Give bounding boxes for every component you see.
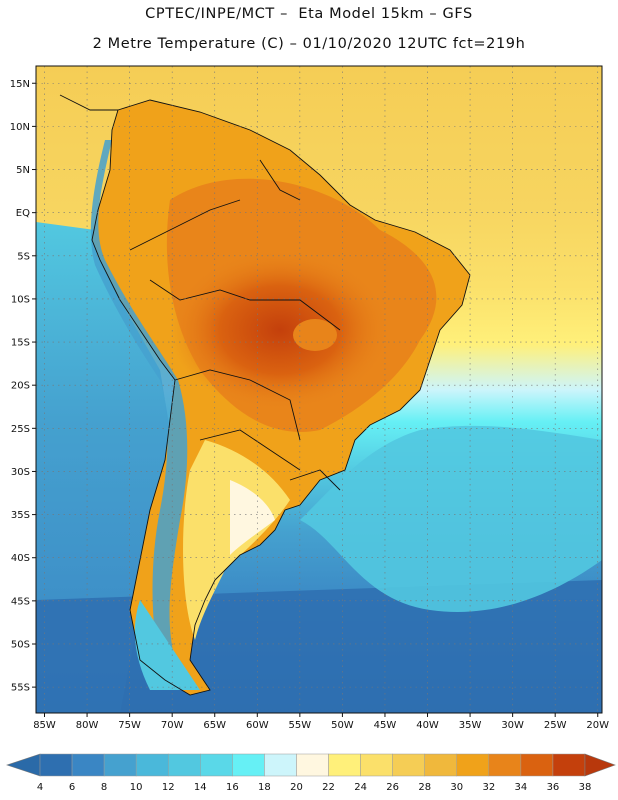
lon-tick-label: 80W <box>76 720 99 731</box>
colorbar-label: 12 <box>162 782 175 793</box>
colorbar-swatch <box>103 753 137 777</box>
colorbar-label: 10 <box>130 782 143 793</box>
colorbar-swatch <box>200 753 233 777</box>
lat-tick-label: 35S <box>11 510 30 521</box>
colorbar-swatch <box>520 753 554 777</box>
lon-tick-label: 35W <box>459 720 482 731</box>
pampas <box>230 480 275 555</box>
lon-tick-label: 20W <box>586 720 609 731</box>
colorbar-label: 38 <box>579 782 592 793</box>
colorbar-swatch <box>71 753 105 777</box>
lon-tick-label: 25W <box>544 720 567 731</box>
lat-tick-label: 30S <box>11 467 30 478</box>
lat-tick-label: 20S <box>11 381 30 392</box>
atlantic-cold-tongue <box>300 425 602 612</box>
colorbar-label: 14 <box>194 782 207 793</box>
lat-tick-label: 10S <box>11 294 30 305</box>
lon-tick-label: 45W <box>374 720 397 731</box>
map-field <box>36 66 602 713</box>
colorbar-label: 30 <box>450 782 463 793</box>
lon-tick-label: 55W <box>289 720 312 731</box>
colorbar-swatch <box>488 753 522 777</box>
lat-tick-label: 50S <box>11 639 30 650</box>
lat-tick-label: 25S <box>11 424 30 435</box>
colorbar-swatch <box>135 753 169 777</box>
colorbar-label: 16 <box>226 782 239 793</box>
colorbar-high-arrow <box>584 753 616 777</box>
lon-tick-label: 60W <box>246 720 269 731</box>
latitude-ticks: 15N 10N 5N EQ 5S 10S 15S 20S 25S 30S 35S 40S 45S 50S 5… <box>10 79 36 694</box>
lat-tick-label: 5N <box>16 165 30 176</box>
colorbar-label: 28 <box>418 782 431 793</box>
colorbar-swatch <box>232 753 265 777</box>
colorbar-label: 32 <box>482 782 495 793</box>
colorbar-label: 34 <box>515 782 528 793</box>
colorbar-label: 4 <box>37 782 43 793</box>
colorbar-swatch <box>424 753 458 777</box>
colorbar: 4 6 8 10 12 14 16 18 20 22 24 26 28 30 32 34 36 38 <box>6 753 616 793</box>
lon-tick-label: 70W <box>161 720 184 731</box>
colorbar-label: 22 <box>322 782 335 793</box>
colorbar-swatch <box>39 753 73 777</box>
colorbar-swatch <box>552 753 586 777</box>
colorbar-label: 36 <box>547 782 560 793</box>
lon-tick-label: 75W <box>118 720 141 731</box>
country-borders <box>59 94 471 696</box>
lat-tick-label: 15S <box>11 338 30 349</box>
colorbar-swatch <box>296 753 329 777</box>
lat-tick-label: 45S <box>11 596 30 607</box>
heat-core <box>170 250 390 410</box>
lon-tick-label: 65W <box>203 720 226 731</box>
heat-core-inner <box>293 319 337 351</box>
colorbar-label: 18 <box>258 782 271 793</box>
lat-tick-label: 10N <box>10 122 30 133</box>
header-subtitle: 2 Metre Temperature (C) – 01/10/2020 12U… <box>92 36 526 52</box>
colorbar-swatch <box>264 753 297 777</box>
lon-tick-label: 50W <box>331 720 354 731</box>
lat-tick-label: EQ <box>16 208 30 219</box>
colorbar-swatch <box>360 753 393 777</box>
map-frame <box>35 65 603 714</box>
graticule <box>36 66 602 713</box>
andes-cold-strip <box>90 140 188 665</box>
lat-tick-label: 15N <box>10 79 30 90</box>
colorbar-label: 20 <box>290 782 303 793</box>
colorbar-swatch <box>456 753 490 777</box>
lon-tick-label: 40W <box>416 720 439 731</box>
colorbar-label: 26 <box>386 782 399 793</box>
lon-tick-label: 85W <box>33 720 56 731</box>
colorbar-swatch <box>167 753 201 777</box>
lat-tick-label: 40S <box>11 553 30 564</box>
colorbar-swatch <box>392 753 425 777</box>
patagonia <box>134 600 200 690</box>
colorbar-label: 24 <box>354 782 367 793</box>
colorbar-label: 8 <box>101 782 107 793</box>
lat-tick-label: 5S <box>17 251 30 262</box>
colorbar-label: 6 <box>69 782 75 793</box>
colorbar-low-arrow <box>6 753 41 777</box>
lon-tick-label: 30W <box>501 720 524 731</box>
longitude-ticks: 85W 80W 75W 70W 65W 60W 55W 50W 45W 40W 35W 30W 25W 2… <box>33 713 609 731</box>
colorbar-swatch <box>328 753 361 777</box>
lat-tick-label: 55S <box>11 683 30 694</box>
header-title: CPTEC/INPE/MCT – Eta Model 15km – GFS <box>145 6 473 22</box>
